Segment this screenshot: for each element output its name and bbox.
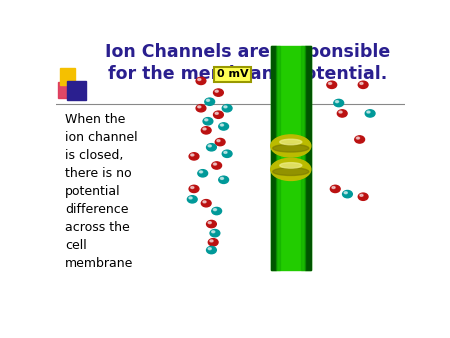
Text: When the
ion channel
is closed,
there is no
potential
difference
across the
cell: When the ion channel is closed, there is… xyxy=(65,113,138,270)
Ellipse shape xyxy=(224,151,227,153)
Ellipse shape xyxy=(224,106,227,108)
Ellipse shape xyxy=(203,128,206,130)
Ellipse shape xyxy=(208,222,212,224)
Ellipse shape xyxy=(189,185,199,193)
Bar xyxy=(58,82,70,98)
Ellipse shape xyxy=(189,197,192,199)
Bar xyxy=(60,68,76,85)
Ellipse shape xyxy=(273,144,309,152)
Ellipse shape xyxy=(205,98,215,105)
Ellipse shape xyxy=(196,77,206,84)
Ellipse shape xyxy=(203,201,206,203)
Ellipse shape xyxy=(360,82,363,84)
Ellipse shape xyxy=(214,89,223,96)
Ellipse shape xyxy=(191,154,194,156)
Ellipse shape xyxy=(219,123,229,130)
Ellipse shape xyxy=(222,104,232,112)
Ellipse shape xyxy=(198,106,201,108)
Bar xyxy=(301,46,305,270)
Ellipse shape xyxy=(208,145,212,147)
Bar xyxy=(305,46,311,270)
Ellipse shape xyxy=(201,127,211,134)
Ellipse shape xyxy=(207,144,216,151)
Ellipse shape xyxy=(344,192,347,194)
Ellipse shape xyxy=(198,170,207,177)
Ellipse shape xyxy=(189,153,199,160)
Ellipse shape xyxy=(220,177,224,179)
Ellipse shape xyxy=(219,176,229,184)
Ellipse shape xyxy=(327,81,337,89)
Ellipse shape xyxy=(365,110,375,117)
Ellipse shape xyxy=(334,99,344,107)
Ellipse shape xyxy=(367,111,370,113)
Ellipse shape xyxy=(191,187,194,189)
Ellipse shape xyxy=(207,246,216,254)
Ellipse shape xyxy=(207,220,216,228)
Ellipse shape xyxy=(273,168,309,175)
Ellipse shape xyxy=(208,248,212,250)
Text: 0 mV: 0 mV xyxy=(216,69,248,79)
Ellipse shape xyxy=(217,140,220,142)
Ellipse shape xyxy=(222,150,232,158)
Ellipse shape xyxy=(212,208,221,215)
Ellipse shape xyxy=(210,240,213,242)
Ellipse shape xyxy=(199,171,202,173)
Ellipse shape xyxy=(213,209,216,211)
Ellipse shape xyxy=(358,81,368,89)
Ellipse shape xyxy=(187,196,197,203)
Ellipse shape xyxy=(215,90,218,92)
Bar xyxy=(271,46,276,270)
Ellipse shape xyxy=(215,139,225,146)
Ellipse shape xyxy=(215,112,218,114)
Ellipse shape xyxy=(328,82,332,84)
Ellipse shape xyxy=(201,199,211,207)
Text: for the membrane potential.: for the membrane potential. xyxy=(108,65,388,83)
Ellipse shape xyxy=(212,231,215,233)
Ellipse shape xyxy=(210,230,220,237)
Ellipse shape xyxy=(213,163,216,165)
Ellipse shape xyxy=(338,110,347,117)
Ellipse shape xyxy=(332,187,335,189)
Ellipse shape xyxy=(196,104,206,112)
Ellipse shape xyxy=(214,111,223,118)
Bar xyxy=(67,81,86,100)
Bar xyxy=(271,46,311,270)
Ellipse shape xyxy=(198,78,201,80)
Ellipse shape xyxy=(271,135,311,157)
Ellipse shape xyxy=(342,191,352,198)
Ellipse shape xyxy=(212,162,221,169)
Text: Ion Channels are responsible: Ion Channels are responsible xyxy=(105,43,391,61)
Ellipse shape xyxy=(335,101,338,103)
Ellipse shape xyxy=(339,111,342,113)
Ellipse shape xyxy=(220,124,224,126)
Bar xyxy=(276,46,280,270)
Ellipse shape xyxy=(355,136,365,143)
Ellipse shape xyxy=(208,239,218,246)
Ellipse shape xyxy=(360,194,363,196)
Ellipse shape xyxy=(207,99,210,101)
Ellipse shape xyxy=(358,193,368,200)
Ellipse shape xyxy=(205,119,208,121)
Ellipse shape xyxy=(271,158,311,180)
Ellipse shape xyxy=(203,118,213,125)
Ellipse shape xyxy=(280,139,302,145)
Ellipse shape xyxy=(356,137,360,139)
Ellipse shape xyxy=(280,163,302,168)
Ellipse shape xyxy=(330,185,340,193)
